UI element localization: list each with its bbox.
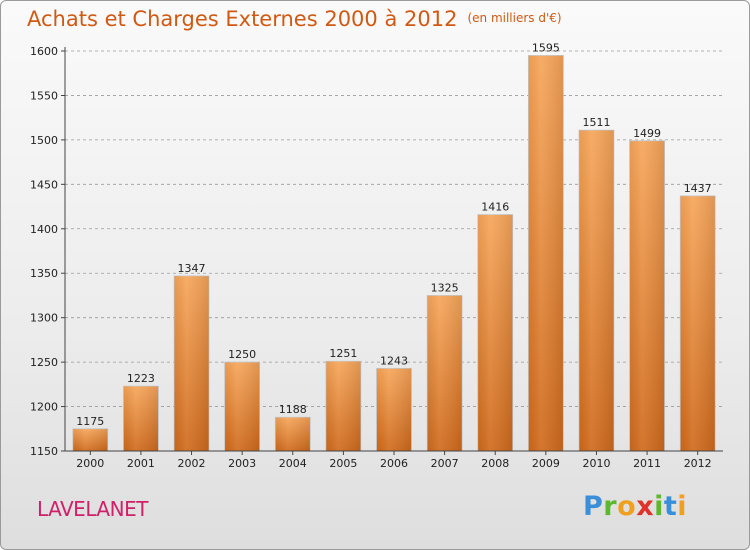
- bar-value-label: 1325: [431, 281, 459, 294]
- x-tick-label: 2009: [532, 457, 560, 470]
- bar-value-label: 1511: [582, 116, 610, 129]
- y-tick-label: 1400: [30, 223, 58, 236]
- logo-letter: t: [663, 491, 678, 522]
- x-tick-label: 2005: [329, 457, 357, 470]
- bar-shade: [72, 428, 108, 451]
- bar-shade: [376, 368, 412, 451]
- title-text: Achats et Charges Externes 2000 à 2012: [27, 7, 458, 31]
- bar-value-label: 1243: [380, 354, 408, 367]
- bar-value-label: 1499: [633, 127, 661, 140]
- logo-letter: i: [654, 491, 664, 522]
- bar-value-label: 1223: [127, 372, 155, 385]
- x-tick-label: 2002: [178, 457, 206, 470]
- bar-shade: [325, 361, 361, 451]
- bar-shade: [275, 417, 311, 451]
- x-tick-label: 2001: [127, 457, 155, 470]
- bar-value-label: 1250: [228, 348, 256, 361]
- x-tick-label: 2004: [279, 457, 307, 470]
- grid-layer: [65, 50, 723, 407]
- bar-value-label: 1595: [532, 41, 560, 54]
- x-tick-label: 2011: [633, 457, 661, 470]
- y-tick-label: 1300: [30, 312, 58, 325]
- bar-value-label: 1347: [178, 262, 206, 275]
- x-tick-label: 2006: [380, 457, 408, 470]
- logo-letter: r: [603, 491, 618, 522]
- x-tick-label: 2008: [481, 457, 509, 470]
- y-tick-label: 1150: [30, 445, 58, 458]
- bar-shade: [224, 362, 260, 451]
- bar-value-label: 1416: [481, 201, 509, 214]
- y-tick-label: 1250: [30, 356, 58, 369]
- bars-layer: 1175 1223 1347 1250 1188 1251 1243 1325 1416 1595…: [72, 41, 716, 452]
- bar-shade: [477, 214, 513, 451]
- bar-shade: [427, 295, 463, 451]
- bar-shade: [174, 275, 210, 451]
- y-tick-label: 1550: [30, 89, 58, 102]
- bar-shade: [629, 140, 665, 451]
- bar-shade: [680, 195, 716, 451]
- x-tick-label: 2003: [228, 457, 256, 470]
- y-tick-label: 1450: [30, 178, 58, 191]
- x-tick-label: 2007: [431, 457, 459, 470]
- logo-letter: P: [583, 491, 604, 522]
- logo-letter: x: [636, 491, 655, 522]
- title-unit: (en milliers d'€): [467, 11, 562, 25]
- bar-value-label: 1437: [684, 182, 712, 195]
- y-tick-label: 1500: [30, 134, 58, 147]
- x-tick-label: 2000: [76, 457, 104, 470]
- city-name: LAVELANET: [37, 497, 148, 521]
- y-tick-label: 1600: [30, 45, 58, 58]
- bar-shade: [123, 386, 159, 451]
- y-tick-label: 1200: [30, 401, 58, 414]
- bar-shade: [528, 55, 564, 451]
- logo-letter: i: [677, 491, 688, 522]
- y-tick-label: 1350: [30, 267, 58, 280]
- bar-value-label: 1175: [76, 415, 104, 428]
- bar-value-label: 1251: [329, 347, 357, 360]
- x-tick-label: 2012: [684, 457, 712, 470]
- chart-title: Achats et Charges Externes 2000 à 2012 (e…: [27, 7, 562, 31]
- proxiti-logo: Proxiti: [583, 491, 687, 522]
- x-tick-label: 2010: [582, 457, 610, 470]
- logo-letter: o: [617, 491, 637, 522]
- bar-shade: [578, 130, 614, 451]
- bar-value-label: 1188: [279, 403, 307, 416]
- axis-layer: 1150 1200 1250 1300 1350 1400 1450 1500 1550 1600…: [30, 45, 723, 470]
